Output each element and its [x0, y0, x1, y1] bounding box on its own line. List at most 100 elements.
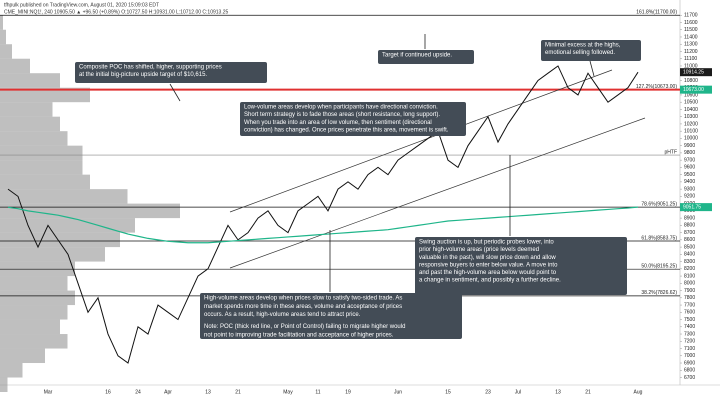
x-tick-label: 13	[555, 389, 561, 395]
channel-lower	[229, 117, 646, 269]
annotation-text: emotional selling followed.	[545, 50, 615, 56]
price-tag-label: 9051.75	[683, 204, 701, 210]
y-tick-label: 8400	[684, 252, 695, 258]
x-tick-label: 21	[235, 389, 241, 395]
volume-profile-bar	[0, 377, 8, 392]
annotation-text: responsive buyers to enter below value. …	[419, 262, 558, 268]
x-tick-label: 11	[315, 389, 320, 395]
volume-profile-bar	[0, 174, 90, 190]
y-tick-label: 7100	[684, 346, 695, 352]
y-tick-label: 6900	[684, 360, 695, 366]
volume-profile-bar	[0, 334, 68, 349]
annotation-text: and past the high-volume area below woul…	[419, 270, 557, 276]
y-tick-label: 11200	[684, 49, 698, 55]
y-tick-label: 10300	[684, 114, 698, 120]
y-tick-label: 8800	[684, 223, 695, 229]
x-tick-label: 19	[345, 389, 351, 395]
volume-profile-bar	[0, 247, 105, 262]
y-tick-label: 11500	[684, 27, 698, 33]
y-tick-label: 8500	[684, 244, 695, 250]
x-tick-label: 21	[585, 389, 591, 395]
annotation-text: at the initial big-picture upside target…	[79, 72, 207, 78]
annotation-text: When you trade into an area of low volum…	[244, 120, 432, 126]
arrow	[169, 83, 181, 102]
volume-profile-bar	[0, 116, 60, 132]
volume-profile-bar	[0, 15, 3, 30]
y-tick-label: 9900	[684, 143, 695, 149]
y-tick-label: 8200	[684, 266, 695, 272]
annotation-box	[75, 62, 267, 83]
annotation-box	[240, 102, 466, 136]
y-tick-label: 10000	[684, 136, 698, 142]
level-label: 161.8%(11700.00)	[636, 10, 677, 16]
volume-profile-bar	[0, 73, 60, 88]
y-tick-label: 9200	[684, 194, 695, 200]
channel-upper	[229, 69, 613, 213]
y-tick-label: 11700	[684, 13, 698, 19]
level-label: 127.2%(10673.00)	[636, 84, 677, 90]
x-tick-label: May	[283, 389, 293, 395]
volume-profile-bar	[0, 232, 120, 248]
volume-profile-bar	[0, 290, 75, 306]
y-tick-label: 7400	[684, 324, 695, 330]
y-tick-label: 11000	[684, 63, 698, 69]
level-label: 38.2%(7826.62)	[641, 290, 677, 296]
level-label: 78.6%(9051.25)	[641, 201, 677, 207]
x-tick-label: 23	[485, 389, 491, 395]
annotation-text: Target if continued upside.	[382, 53, 452, 59]
volume-profile-bar	[0, 131, 68, 146]
arrow	[589, 60, 595, 77]
y-tick-label: 7800	[684, 295, 695, 301]
price-tag-label: 10914.25	[683, 70, 704, 76]
y-tick-label: 8600	[684, 237, 695, 243]
annotation-box	[415, 237, 627, 295]
annotation-text: a change in sentiment, and possibly a fu…	[419, 278, 561, 284]
y-tick-label: 9000	[684, 208, 695, 214]
y-tick-label: 7300	[684, 331, 695, 337]
annotation-box	[378, 50, 474, 64]
y-tick-label: 7200	[684, 339, 695, 345]
y-tick-label: 8900	[684, 215, 695, 221]
y-tick-label: 7500	[684, 317, 695, 323]
volume-profile-bar	[0, 276, 68, 291]
annotation-text: not point to improving trade facilitatio…	[204, 332, 394, 338]
annotation-box	[541, 40, 641, 61]
y-tick-label: 11100	[684, 56, 697, 62]
volume-profile-bar	[0, 102, 53, 117]
y-tick-label: 10800	[684, 78, 698, 84]
annotation-text: conviction) has changed. Once prices pen…	[244, 127, 449, 133]
y-tick-label: 9300	[684, 186, 695, 192]
x-tick-label: Apr	[164, 389, 172, 395]
volume-profile-bar	[0, 58, 30, 74]
y-tick-label: 9500	[684, 172, 695, 178]
volume-profile-bar	[0, 87, 90, 103]
price-tag-label: 10673.00	[683, 87, 704, 93]
annotation-text: High-volume areas develop when prices sl…	[204, 296, 402, 302]
y-tick-label: 7900	[684, 288, 695, 294]
level-label: 61.8%(8583.75)	[641, 235, 677, 241]
y-tick-label: 7600	[684, 310, 695, 316]
volume-profile-bar	[0, 305, 68, 320]
price-tag	[680, 85, 712, 94]
annotation-text: market spends more time in these areas, …	[204, 304, 402, 310]
level-label: 50.0%(8195.25)	[641, 264, 677, 270]
y-tick-label: 11300	[684, 42, 698, 48]
y-tick-label: 9600	[684, 165, 695, 171]
x-tick-label: 13	[205, 389, 211, 395]
y-tick-label: 6800	[684, 368, 695, 374]
y-tick-label: 7000	[684, 353, 695, 359]
annotation-text: valuable in the past), will slow price d…	[419, 255, 556, 261]
volume-profile-bar	[0, 363, 23, 378]
y-tick-label: 11400	[684, 34, 698, 40]
y-tick-label: 10600	[684, 92, 698, 98]
y-tick-label: 9700	[684, 157, 695, 163]
y-tick-label: 11600	[684, 20, 698, 26]
price-tag	[680, 68, 712, 77]
volume-profile-bar	[0, 348, 45, 364]
annotation-box	[200, 293, 462, 339]
volume-profile-bar	[0, 218, 135, 233]
annotation-text: prior high-volume areas (price levels de…	[419, 247, 539, 253]
header-title: tfhpulk published on TradingView.com, Au…	[4, 2, 159, 8]
x-tick-label: 24	[135, 389, 141, 395]
